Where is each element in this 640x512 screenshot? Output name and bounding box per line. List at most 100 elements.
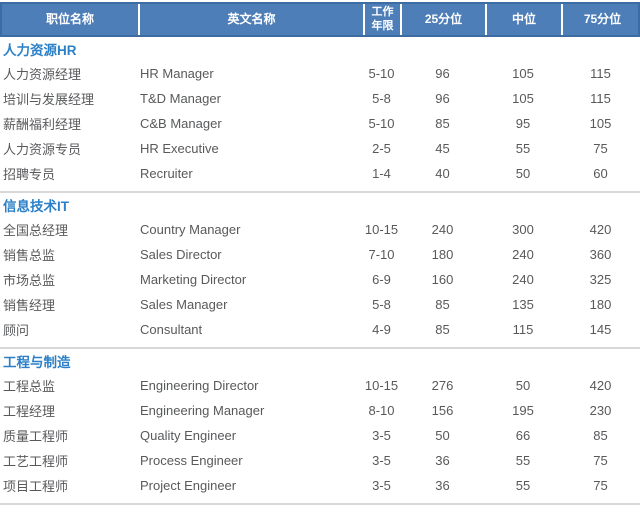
cell-position-en: Quality Engineer: [140, 428, 237, 443]
cell-median: 115: [512, 322, 534, 337]
cell-p75: 105: [589, 116, 612, 131]
cell-median: 195: [512, 403, 534, 418]
cell-position-cn: 顾问: [3, 323, 30, 338]
cell-years: 3-5: [372, 428, 391, 443]
cell-p25: 36: [435, 478, 450, 493]
cell-p25: 85: [435, 322, 450, 337]
cell-median: 95: [515, 116, 531, 131]
cell-position-cn: 销售经理: [3, 298, 56, 313]
cell-position-cn: 培训与发展经理: [3, 92, 95, 107]
section-divider: [0, 347, 640, 349]
cell-p25: 276: [431, 378, 454, 393]
cell-position-cn: 销售总监: [3, 248, 56, 263]
cell-position-en: Sales Manager: [140, 297, 228, 312]
cell-p25: 96: [435, 66, 450, 81]
section-rows: 工程总监 Engineering Director 10-15 276 50 4…: [0, 373, 640, 498]
table-row: 质量工程师 Quality Engineer 3-5 50 66 85: [0, 423, 640, 448]
table-header-row: 职位名称 英文名称 工作 年限 25分位 中位 75分位: [0, 2, 640, 37]
cell-position-en: Recruiter: [140, 166, 193, 181]
cell-years: 10-15: [364, 222, 399, 237]
cell-median: 240: [512, 247, 534, 262]
cell-p25: 36: [435, 453, 450, 468]
cell-years: 3-5: [372, 453, 391, 468]
table-row: 销售总监 Sales Director 7-10 180 240 360: [0, 242, 640, 267]
cell-p25: 240: [431, 222, 454, 237]
section-title: 工程与制造: [3, 355, 71, 370]
col-header-p75: 75分位: [583, 12, 622, 27]
cell-years: 4-9: [372, 322, 391, 337]
cell-median: 105: [512, 66, 534, 81]
cell-years: 5-10: [368, 116, 395, 131]
cell-years: 5-8: [372, 297, 391, 312]
col-header-median: 中位: [487, 4, 563, 35]
cell-p25: 40: [435, 166, 450, 181]
cell-p75: 115: [590, 91, 611, 106]
cell-median: 105: [512, 91, 534, 106]
cell-p25: 45: [435, 141, 450, 156]
col-header-years: 工作 年限: [365, 4, 402, 35]
section-title: 信息技术IT: [3, 199, 69, 214]
table-row: 招聘专员 Recruiter 1-4 40 50 60: [0, 161, 640, 186]
cell-median: 50: [515, 166, 531, 181]
cell-position-en: Consultant: [140, 322, 203, 337]
cell-years: 3-5: [372, 478, 391, 493]
cell-p25: 156: [431, 403, 454, 418]
cell-p25: 180: [431, 247, 454, 262]
cell-position-en: Process Engineer: [140, 453, 243, 468]
cell-p25: 50: [435, 428, 450, 443]
cell-p75: 60: [593, 166, 608, 181]
cell-position-cn: 市场总监: [3, 273, 56, 288]
cell-median: 300: [512, 222, 534, 237]
table-row: 工艺工程师 Process Engineer 3-5 36 55 75: [0, 448, 640, 473]
cell-median: 55: [515, 141, 531, 156]
cell-p25: 85: [435, 297, 450, 312]
table-row: 工程总监 Engineering Director 10-15 276 50 4…: [0, 373, 640, 398]
section-divider: [0, 503, 640, 505]
cell-p75: 360: [589, 247, 612, 262]
cell-position-cn: 质量工程师: [3, 429, 69, 444]
cell-position-en: HR Manager: [140, 66, 214, 81]
cell-median: 135: [512, 297, 534, 312]
table-section: 工程与制造 工程总监 Engineering Director 10-15 27…: [0, 349, 640, 505]
cell-years: 10-15: [364, 378, 399, 393]
cell-p75: 115: [590, 66, 611, 81]
cell-p25: 85: [435, 116, 450, 131]
cell-median: 240: [512, 272, 534, 287]
table-section: 人力资源HR 人力资源经理 HR Manager 5-10 96 105 115…: [0, 37, 640, 193]
table-row: 顾问 Consultant 4-9 85 115 145: [0, 317, 640, 342]
table-row: 项目工程师 Project Engineer 3-5 36 55 75: [0, 473, 640, 498]
cell-position-en: C&B Manager: [140, 116, 222, 131]
table-row: 人力资源专员 HR Executive 2-5 45 55 75: [0, 136, 640, 161]
section-rows: 人力资源经理 HR Manager 5-10 96 105 115 培训与发展经…: [0, 61, 640, 186]
cell-position-en: Project Engineer: [140, 478, 237, 493]
section-divider: [0, 191, 640, 193]
cell-p75: 145: [589, 322, 612, 337]
cell-median: 55: [515, 453, 531, 468]
cell-position-cn: 人力资源经理: [3, 67, 82, 82]
cell-p75: 75: [593, 478, 608, 493]
cell-years: 1-4: [372, 166, 391, 181]
cell-p75: 230: [589, 403, 612, 418]
cell-p75: 75: [593, 141, 608, 156]
table-row: 销售经理 Sales Manager 5-8 85 135 180: [0, 292, 640, 317]
cell-years: 7-10: [368, 247, 395, 262]
section-rows: 全国总经理 Country Manager 10-15 240 300 420 …: [0, 217, 640, 342]
cell-position-en: Engineering Director: [140, 378, 259, 393]
cell-p25: 160: [431, 272, 454, 287]
col-header-p25: 25分位: [402, 4, 487, 35]
cell-p75: 180: [589, 297, 612, 312]
table-row: 培训与发展经理 T&D Manager 5-8 96 105 115: [0, 86, 640, 111]
cell-years: 5-8: [372, 91, 391, 106]
table-row: 市场总监 Marketing Director 6-9 160 240 325: [0, 267, 640, 292]
table-row: 工程经理 Engineering Manager 8-10 156 195 23…: [0, 398, 640, 423]
cell-position-cn: 薪酬福利经理: [3, 117, 82, 132]
table-row: 人力资源经理 HR Manager 5-10 96 105 115: [0, 61, 640, 86]
cell-years: 8-10: [368, 403, 395, 418]
cell-position-cn: 人力资源专员: [3, 142, 82, 157]
cell-years: 2-5: [372, 141, 391, 156]
cell-p75: 75: [593, 453, 608, 468]
cell-position-cn: 全国总经理: [3, 223, 69, 238]
cell-p75: 420: [589, 378, 612, 393]
cell-position-en: Sales Director: [140, 247, 222, 262]
